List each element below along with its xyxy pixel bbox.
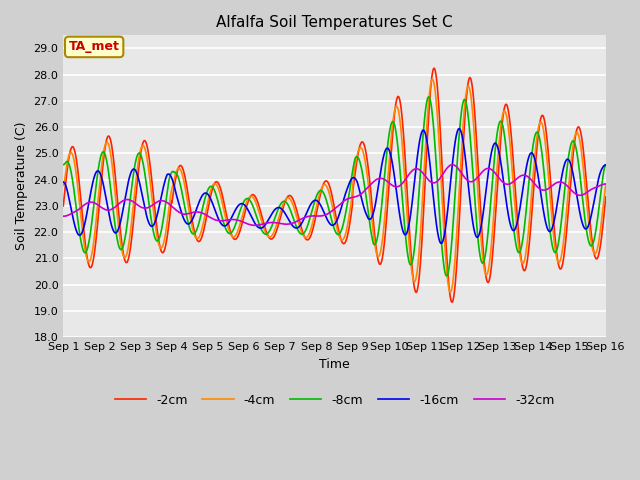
-4cm	[290, 203, 298, 209]
-16cm	[101, 191, 109, 197]
Line: -16cm: -16cm	[63, 129, 605, 243]
-2cm	[448, 300, 456, 305]
-8cm	[425, 94, 433, 100]
-4cm	[60, 182, 67, 188]
-4cm	[368, 217, 376, 223]
-4cm	[101, 142, 109, 147]
Line: -32cm: -32cm	[63, 165, 605, 225]
-32cm	[124, 197, 131, 203]
Line: -4cm: -4cm	[63, 79, 605, 292]
-8cm	[60, 162, 67, 168]
-8cm	[301, 229, 308, 235]
-4cm	[124, 249, 131, 255]
-32cm	[602, 181, 609, 187]
Title: Alfalfa Soil Temperatures Set C: Alfalfa Soil Temperatures Set C	[216, 15, 453, 30]
-2cm	[101, 144, 109, 149]
-8cm	[368, 235, 376, 240]
-8cm	[310, 199, 318, 205]
-2cm	[124, 259, 131, 264]
-16cm	[368, 214, 376, 220]
-8cm	[124, 220, 131, 226]
-2cm	[602, 194, 609, 200]
-16cm	[290, 224, 298, 229]
-2cm	[310, 220, 318, 226]
Line: -2cm: -2cm	[63, 68, 605, 302]
-8cm	[290, 216, 298, 221]
-32cm	[101, 207, 109, 213]
-8cm	[602, 162, 609, 168]
-16cm	[602, 162, 609, 168]
-4cm	[447, 289, 454, 295]
-16cm	[437, 240, 445, 246]
-32cm	[60, 213, 67, 219]
-4cm	[310, 212, 318, 218]
-4cm	[301, 234, 308, 240]
Y-axis label: Soil Temperature (C): Soil Temperature (C)	[15, 122, 28, 251]
-4cm	[602, 182, 609, 188]
-8cm	[443, 273, 451, 279]
Legend: -2cm, -4cm, -8cm, -16cm, -32cm: -2cm, -4cm, -8cm, -16cm, -32cm	[109, 389, 559, 412]
-2cm	[301, 234, 308, 240]
-32cm	[290, 220, 298, 226]
-16cm	[124, 183, 131, 189]
-2cm	[60, 203, 67, 209]
-2cm	[368, 203, 376, 208]
-32cm	[311, 213, 319, 219]
-32cm	[449, 162, 456, 168]
Line: -8cm: -8cm	[63, 97, 605, 276]
-16cm	[60, 179, 67, 185]
-32cm	[369, 180, 376, 186]
-2cm	[290, 197, 298, 203]
X-axis label: Time: Time	[319, 358, 350, 371]
-16cm	[310, 198, 318, 204]
Text: TA_met: TA_met	[68, 40, 120, 53]
-16cm	[301, 215, 308, 220]
-32cm	[252, 222, 259, 228]
-4cm	[429, 76, 436, 82]
-2cm	[430, 65, 438, 71]
-32cm	[301, 215, 309, 220]
-16cm	[455, 126, 463, 132]
-8cm	[101, 152, 109, 158]
